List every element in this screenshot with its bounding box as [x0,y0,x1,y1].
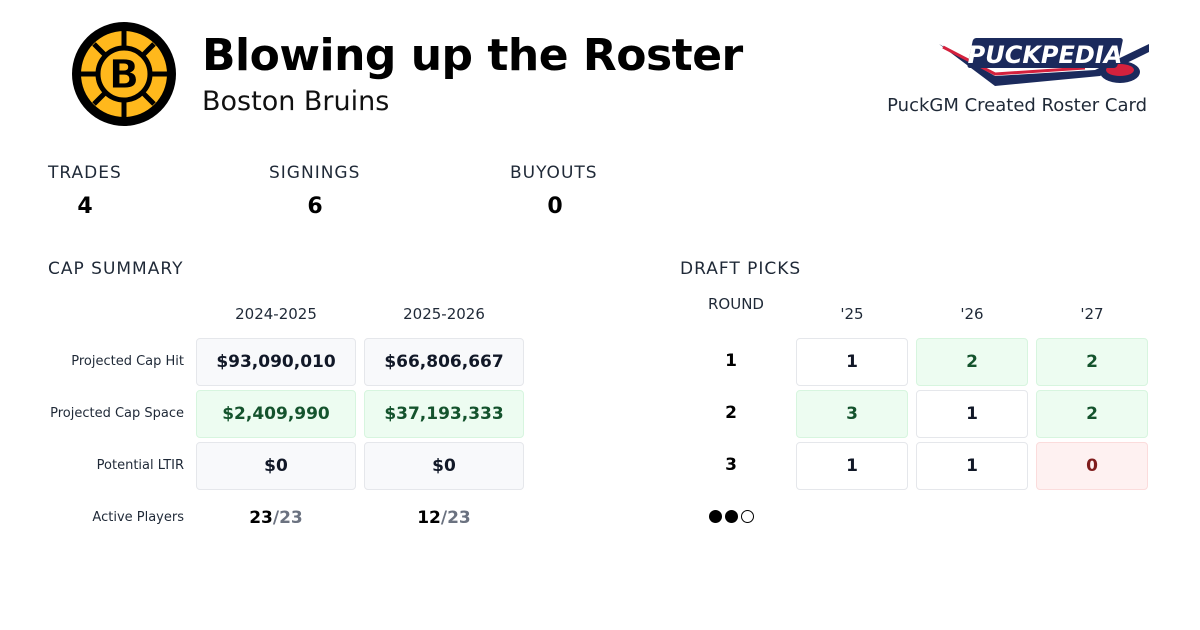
year-header: '25 [840,305,864,323]
puckpedia-logo: PUCKPEDIA [939,38,1149,86]
pick-count: 1 [916,390,1028,438]
round-label: 1 [725,351,737,371]
pick-count: 2 [916,338,1028,386]
pick-count: 3 [796,390,908,438]
cap-hit-value: $93,090,010 [196,338,356,386]
max: /23 [272,508,303,528]
cap-row-label: Potential LTIR [96,458,184,473]
trades-label: TRADES [48,163,122,183]
cap-hit-value: $66,806,667 [364,338,524,386]
season-header: 2025-2026 [403,305,485,323]
pick-count: 1 [916,442,1028,490]
cap-summary-title: CAP SUMMARY [48,259,184,279]
cap-space-value: $37,193,333 [364,390,524,438]
count: 23 [249,508,273,528]
cap-row-label: Projected Cap Hit [71,354,184,369]
pagination-dot[interactable] [725,510,738,523]
pick-count: 2 [1036,338,1148,386]
active-players-label: Active Players [92,510,184,525]
active-players-value: 12/23 [364,508,524,528]
draft-picks-title: DRAFT PICKS [680,259,802,279]
cap-space-value: $2,409,990 [196,390,356,438]
year-header: '26 [960,305,984,323]
active-players-value: 23/23 [196,508,356,528]
pick-count: 2 [1036,390,1148,438]
max: /23 [440,508,471,528]
pick-count: 1 [796,338,908,386]
pick-count: 0 [1036,442,1148,490]
cap-row-label: Projected Cap Space [50,406,184,421]
buyouts-label: BUYOUTS [510,163,598,183]
round-label: 3 [725,455,737,475]
year-header: '27 [1080,305,1104,323]
credit-text: PuckGM Created Roster Card [887,95,1147,116]
pagination-dot[interactable] [709,510,722,523]
buyouts-value: 0 [547,194,563,219]
team-name: Boston Bruins [202,86,390,117]
ltir-value: $0 [196,442,356,490]
count: 12 [417,508,441,528]
season-header: 2024-2025 [235,305,317,323]
round-header: ROUND [708,295,764,313]
pick-count: 1 [796,442,908,490]
signings-label: SIGNINGS [269,163,361,183]
pagination-dots[interactable] [709,510,754,523]
round-label: 2 [725,403,737,423]
trades-value: 4 [77,194,93,219]
page-title: Blowing up the Roster [202,30,743,81]
svg-text:PUCKPEDIA: PUCKPEDIA [968,41,1123,69]
pagination-dot[interactable] [741,510,754,523]
svg-text:B: B [109,52,140,98]
signings-value: 6 [307,194,323,219]
bruins-logo: B [72,22,176,126]
ltir-value: $0 [364,442,524,490]
